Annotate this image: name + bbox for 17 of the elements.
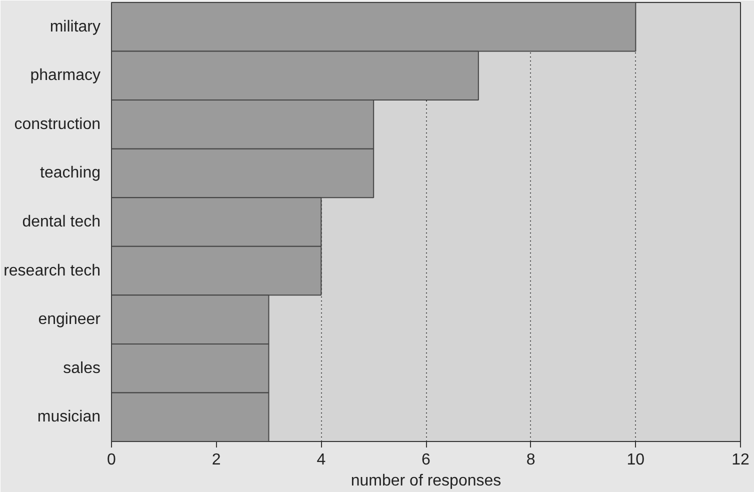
y-tick-label: dental tech [22, 214, 100, 230]
y-tick-label: pharmacy [30, 67, 100, 84]
x-tick-label: 8 [526, 452, 536, 468]
y-tick-label: military [50, 18, 101, 36]
y-tick-label: teaching [40, 164, 101, 182]
y-tick-label: musician [37, 408, 101, 426]
x-tick-label: 6 [422, 452, 431, 468]
y-tick-label: research tech [4, 262, 100, 280]
x-tick-label: 2 [212, 452, 221, 468]
x-tick-label: 10 [626, 452, 645, 468]
y-tick-label: construction [14, 116, 100, 133]
x-axis-title: number of responses [350, 472, 502, 490]
x-tick-label: 12 [732, 452, 750, 468]
x-tick-label: 4 [316, 452, 326, 468]
y-tick-label: sales [63, 360, 101, 377]
y-tick-label: engineer [38, 311, 102, 328]
x-tick-label: 0 [107, 452, 116, 468]
